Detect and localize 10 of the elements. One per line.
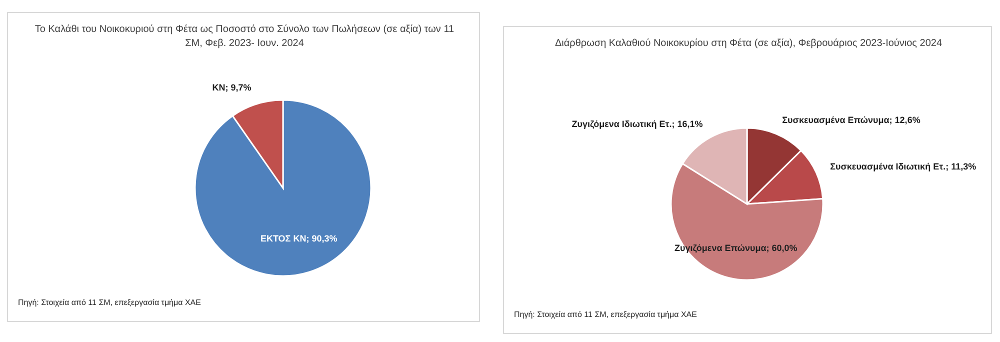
slice-label: Συσκευασμένα Ιδιωτική Ετ.; 11,3% [830, 161, 976, 172]
slice-label: ΕΚΤΟΣ ΚΝ; 90,3% [260, 233, 338, 244]
chart-title: Διάρθρωση Καλαθιού Νοικοκυρίου στη Φέτα (σε αξία), Φεβρουάριος 2023-Ιούνιος 2024 [554, 37, 944, 51]
text: Πηγή: Στοιχεία από 11 ΣΜ, επεξεργασία τμήμα ΧΑΕ [18, 298, 201, 307]
slice-label: Ζυγιζόμενα Ιδιωτική Ετ.; 16,1% [572, 119, 703, 130]
pie-slice [194, 99, 372, 277]
chart-title: Το Καλάθι του Νοικοκυριού στη Φέτα ως Ποσοστό στο Σύνολο των Πωλήσεων (σε αξία) των 11 ΣΜ, Φεβ. 2023- Ιουν. 2024 [34, 23, 454, 51]
text: Πηγή: Στοιχεία από 11 ΣΜ, επεξεργασία τμήμα ΧΑΕ [514, 310, 697, 319]
slice-label: ΚΝ; 9,7% [212, 82, 252, 92]
slice-label: Συσκευασμένα Επώνυμα; 12,6% [782, 114, 920, 125]
